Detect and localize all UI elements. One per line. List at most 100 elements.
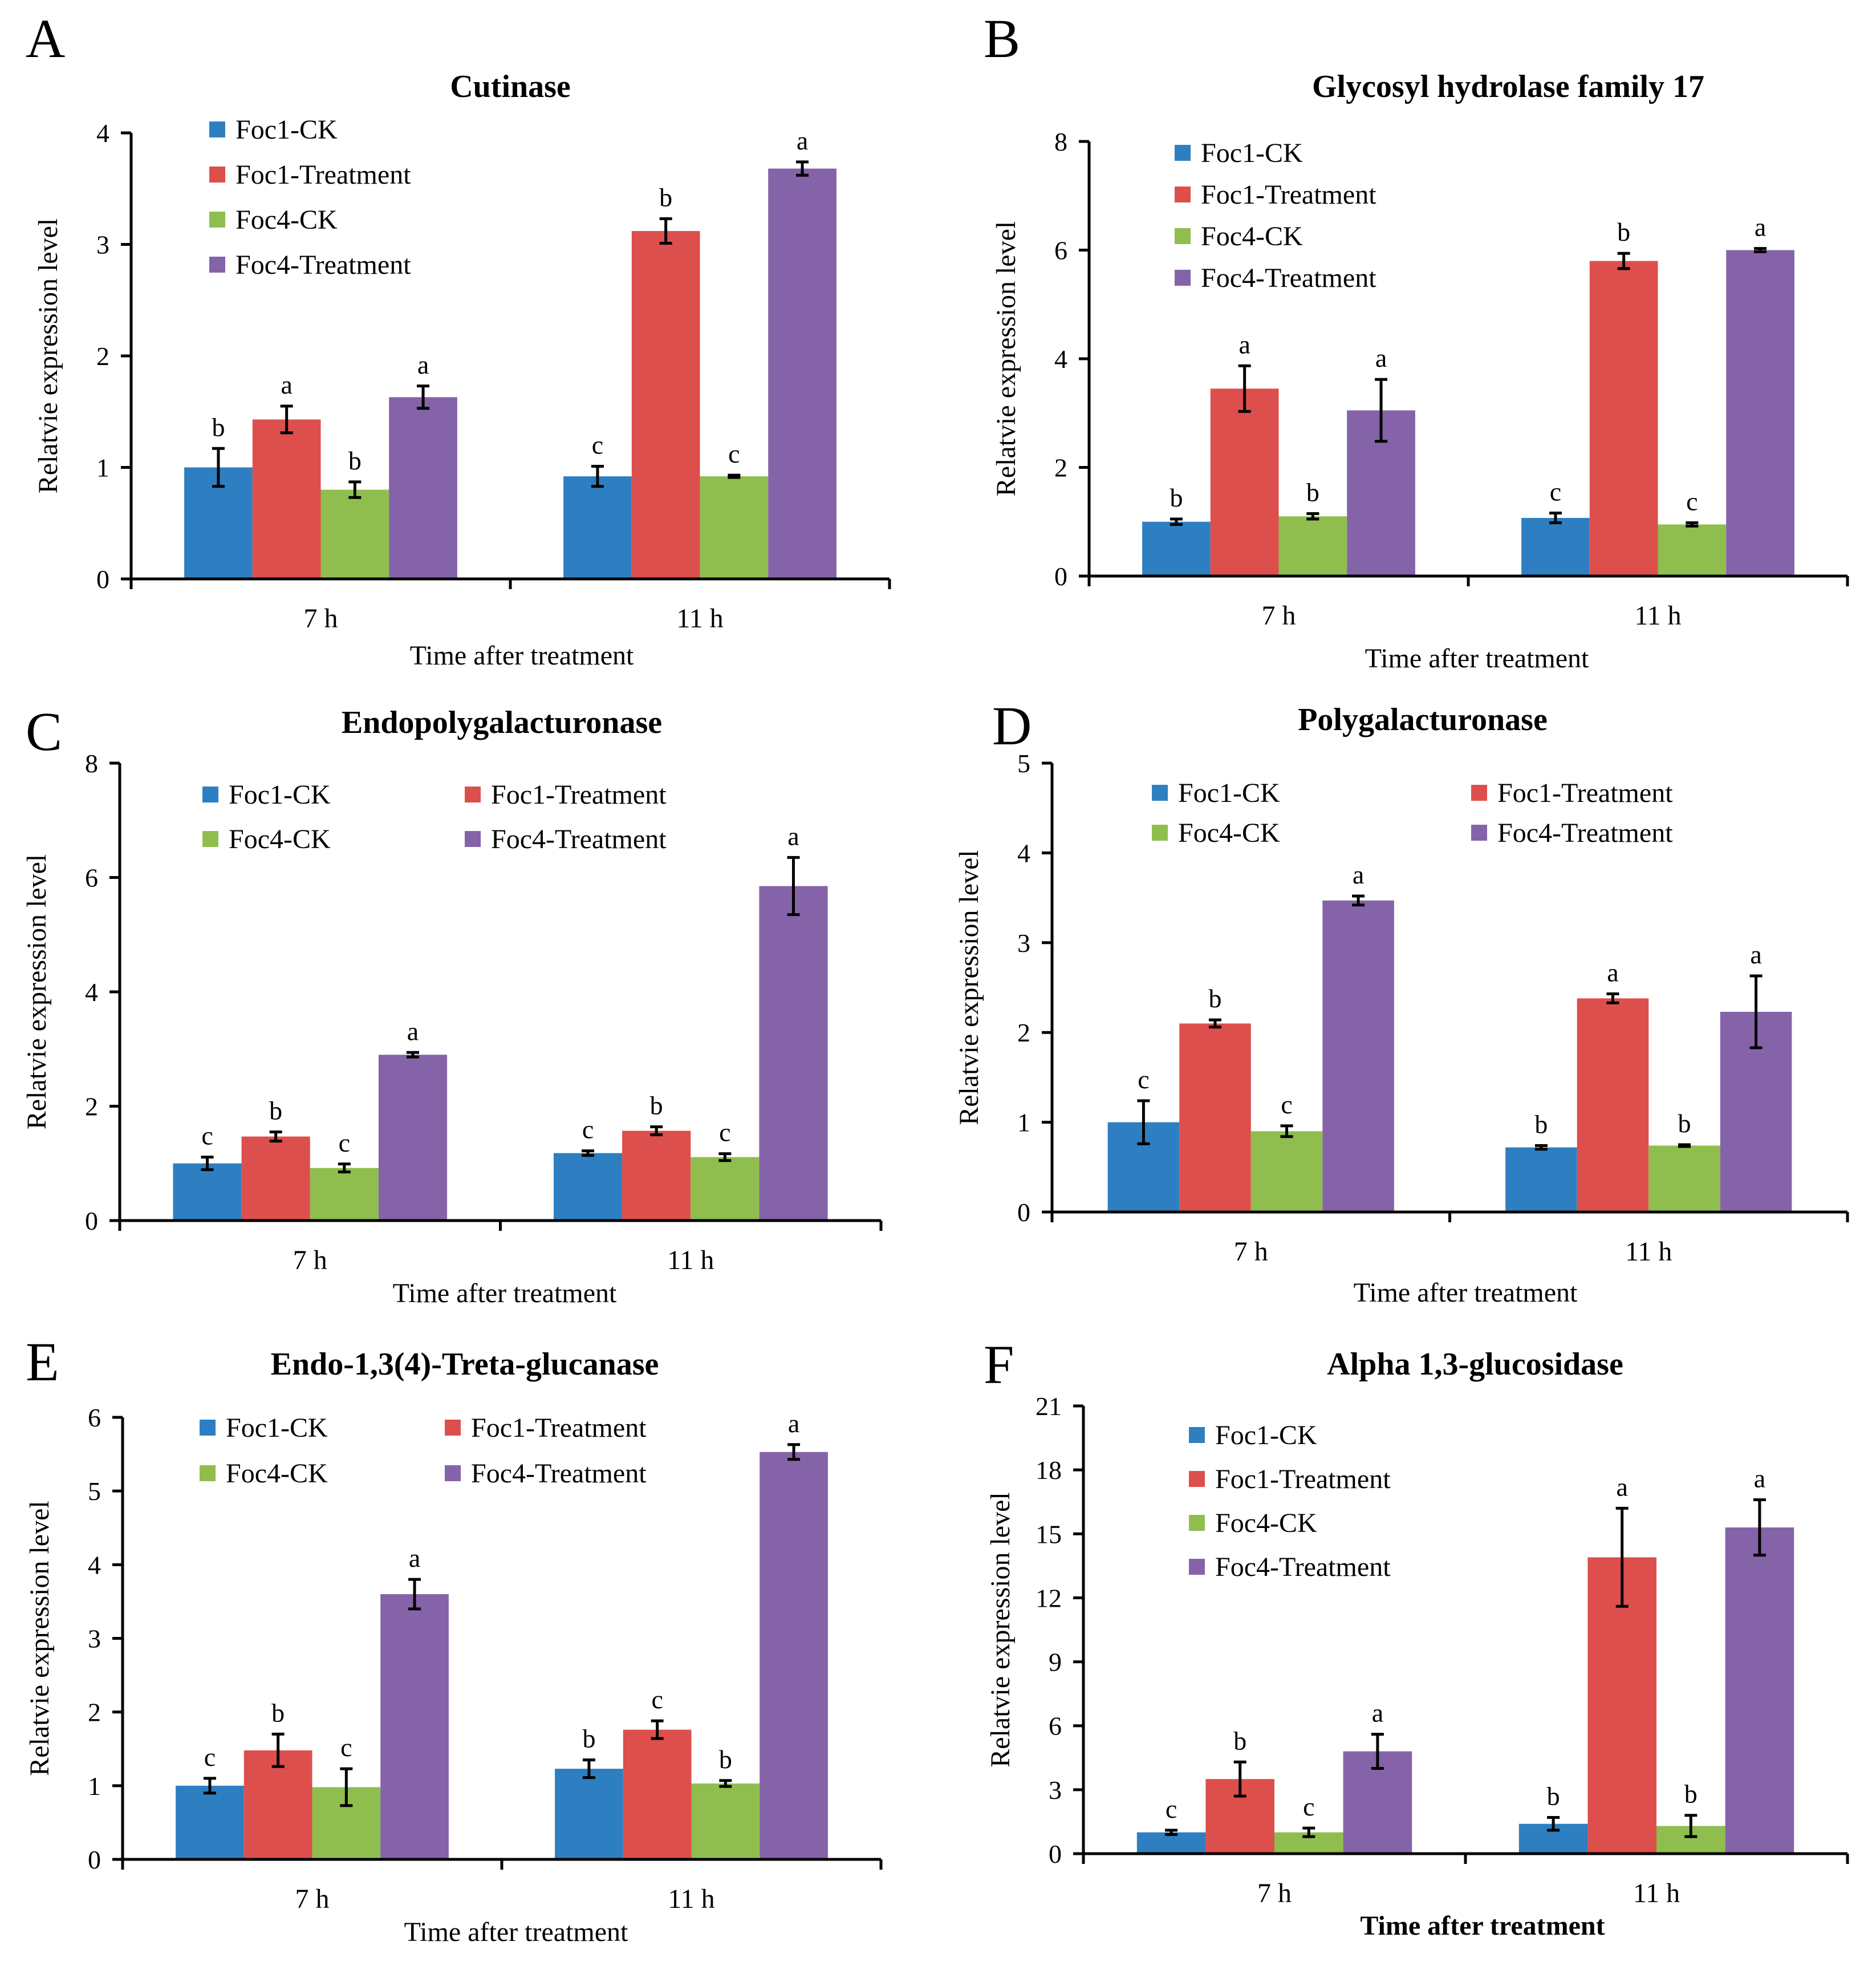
legend-label: Foc1-Treatment (491, 780, 667, 810)
y-tick-label: 21 (1036, 1392, 1062, 1421)
x-axis-title: Time after treatment (404, 1917, 628, 1947)
error-bar (1238, 364, 1251, 413)
x-axis-title: Time after treatment (1365, 643, 1589, 674)
y-tick-label: 0 (1054, 562, 1067, 591)
y-tick-label: 6 (85, 864, 98, 893)
error-bar (650, 1125, 663, 1137)
y-tick-label: 3 (1049, 1776, 1062, 1805)
significance-label: b (1617, 217, 1630, 246)
error-bar (1208, 1018, 1221, 1029)
legend-item: Foc1-CK (209, 115, 338, 145)
category-label: 11 h (667, 1245, 714, 1275)
category-label: 11 h (668, 1884, 714, 1914)
legend-swatch (209, 212, 225, 228)
legend-swatch (465, 787, 481, 802)
legend-label: Foc4-Treatment (471, 1458, 647, 1489)
significance-label: a (788, 1409, 799, 1438)
y-tick-label: 6 (88, 1403, 101, 1432)
error-bar (1352, 894, 1365, 907)
legend-item: Foc1-Treatment (445, 1413, 647, 1443)
bar-foc1-treatment-11h (1577, 998, 1649, 1212)
bar-foc4-treatment-11h (1725, 1527, 1794, 1854)
bar-foc4-ck-11h (700, 476, 769, 579)
error-bar (1302, 1826, 1315, 1838)
bar-foc1-ck-7h (173, 1163, 242, 1221)
chart-title: Alpha 1,3-glucosidase (1327, 1347, 1623, 1382)
legend-item: Foc4-Treatment (1189, 1552, 1391, 1582)
significance-label: b (582, 1724, 595, 1753)
y-tick-label: 2 (88, 1698, 101, 1727)
legend-item: Foc1-CK (200, 1413, 328, 1443)
legend-item: Foc1-CK (1189, 1420, 1317, 1450)
legend-label: Foc1-Treatment (235, 160, 411, 190)
y-tick-label: 2 (85, 1092, 98, 1121)
y-tick-label: 8 (1054, 127, 1067, 156)
legend: Foc1-CK Foc1-Treatment Foc4-CK Foc4-Treatme… (200, 1413, 647, 1489)
error-bar (582, 1149, 595, 1157)
error-bar (1686, 521, 1699, 528)
legend-label: Foc1-CK (1215, 1420, 1317, 1450)
error-bar (1678, 1143, 1691, 1148)
chart-title: Endopolygalacturonase (342, 705, 662, 740)
bar-foc1-treatment-7h (1179, 1023, 1251, 1212)
error-bar (582, 1758, 595, 1780)
bar-foc1-ck-7h (1142, 521, 1211, 576)
error-bar (1170, 517, 1183, 526)
error-bar (340, 1767, 353, 1807)
legend-swatch (202, 787, 218, 802)
bar-foc4-ck-11h (691, 1783, 760, 1859)
error-bar (1617, 252, 1630, 270)
y-tick-label: 0 (96, 565, 109, 594)
significance-label: a (1372, 1699, 1383, 1728)
y-tick-label: 2 (1017, 1018, 1030, 1047)
error-bar (787, 856, 800, 917)
significance-label: c (719, 1118, 730, 1147)
chart-title: Polygalacturonase (1298, 702, 1548, 737)
bar-foc1-treatment-7h (252, 419, 321, 579)
legend-swatch (465, 831, 481, 847)
significance-label: b (650, 1091, 663, 1120)
panel-a: A Cutinase b a b a 7 h c b c a 11 h 0 1 2 3 4 Time after … (26, 8, 891, 671)
significance-label: c (1303, 1792, 1314, 1821)
legend-swatch (1471, 825, 1487, 841)
panel-letter: F (984, 1334, 1014, 1395)
panel-d: D Polygalacturonase c b c a 7 h b a b a 11 h 0 1 2 3 4 5 T… (954, 695, 1849, 1308)
error-bar (718, 1152, 732, 1162)
error-bar (1754, 247, 1767, 253)
error-bar (406, 1051, 419, 1059)
significance-label: b (271, 1698, 285, 1727)
legend-swatch (202, 831, 218, 847)
y-tick-label: 3 (1017, 929, 1030, 958)
error-bar (1753, 1498, 1766, 1557)
significance-label: b (1547, 1781, 1560, 1810)
legend-swatch (1189, 1515, 1205, 1531)
x-axis-title: Time after treatment (1360, 1911, 1605, 1941)
category-label: 11 h (1634, 601, 1681, 631)
panel-letter: D (992, 695, 1032, 756)
significance-label: c (592, 431, 603, 460)
y-tick-label: 2 (1054, 453, 1067, 483)
legend-swatch (1189, 1427, 1205, 1443)
legend-item: Foc4-CK (200, 1458, 328, 1489)
y-axis-title: Relatvie expression level (22, 854, 52, 1130)
y-tick-label: 5 (88, 1477, 101, 1506)
legend: Foc1-CK Foc1-Treatment Foc4-CK Foc4-Treatme… (1152, 778, 1673, 848)
y-tick-label: 0 (1017, 1198, 1030, 1227)
legend-label: Foc1-CK (229, 780, 331, 810)
significance-label: c (582, 1115, 594, 1144)
error-bar (1749, 974, 1763, 1049)
bar-foc1-treatment-7h (243, 1750, 312, 1859)
bar-foc1-ck-7h (176, 1785, 244, 1859)
y-tick-label: 3 (96, 230, 109, 260)
panel-letter: A (26, 8, 65, 69)
error-bar (338, 1162, 351, 1174)
error-bar (1549, 512, 1562, 525)
legend-item: Foc4-Treatment (1471, 818, 1673, 848)
legend-item: Foc1-Treatment (1189, 1464, 1391, 1494)
legend-item: Foc4-Treatment (465, 824, 667, 854)
y-tick-label: 12 (1036, 1583, 1062, 1612)
legend-item: Foc4-CK (209, 205, 338, 235)
significance-label: a (1754, 1464, 1765, 1493)
bar-foc4-treatment-7h (1322, 900, 1394, 1212)
